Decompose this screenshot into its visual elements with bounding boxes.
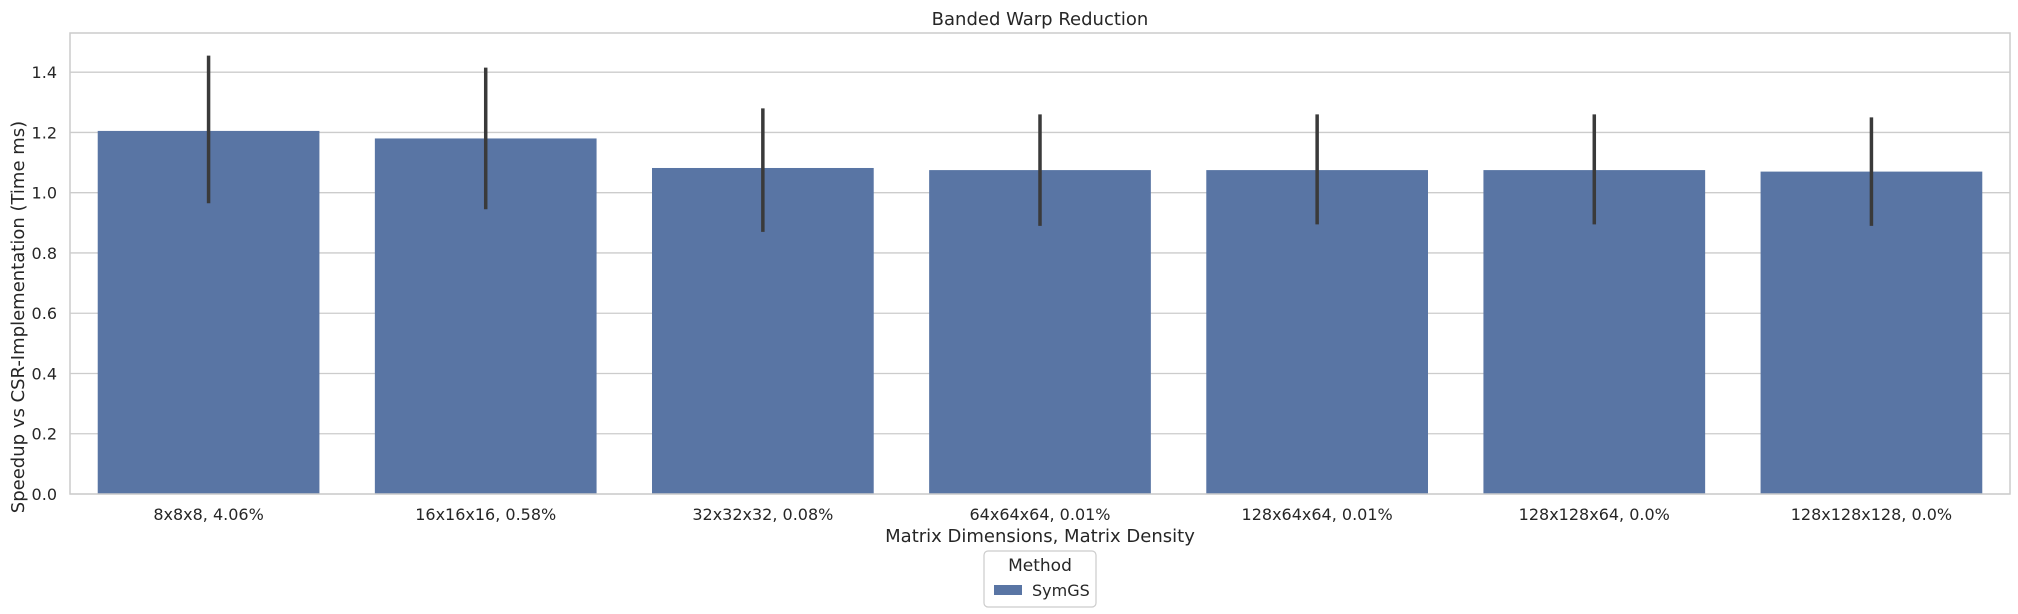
x-axis-title: Matrix Dimensions, Matrix Density [885, 526, 1195, 547]
y-tick-label: 0.8 [32, 244, 57, 263]
chart-title: Banded Warp Reduction [932, 9, 1149, 30]
error-bars [206, 55, 1874, 232]
x-tick-label: 16x16x16, 0.58% [415, 505, 556, 524]
x-tick-labels: 8x8x8, 4.06% 16x16x16, 0.58% 32x32x32, 0.0… [153, 505, 1952, 524]
y-tick-label: 0.6 [32, 304, 57, 323]
y-tick-label: 1.4 [32, 63, 57, 82]
y-tick-label: 0.2 [32, 425, 57, 444]
legend: Method SymGS [983, 550, 1097, 608]
y-axis-title: Speedup vs CSR-Implementation (Time ms) [8, 121, 29, 513]
y-tick-label: 1.0 [32, 184, 57, 203]
x-tick-label: 8x8x8, 4.06% [153, 505, 263, 524]
y-tick-label: 0.0 [32, 485, 57, 504]
x-tick-label: 128x128x128, 0.0% [1791, 505, 1952, 524]
x-tick-label: 32x32x32, 0.08% [692, 505, 833, 524]
plot-frame [69, 32, 2011, 495]
y-tick-labels: 0.0 0.2 0.4 0.6 0.8 1.0 1.2 1.4 [32, 63, 57, 504]
legend-label-symgs: SymGS [1032, 581, 1090, 600]
legend-swatch-symgs [994, 585, 1022, 595]
legend-title: Method [1008, 556, 1072, 576]
x-tick-label: 128x64x64, 0.01% [1242, 505, 1393, 524]
x-tick-label: 64x64x64, 0.01% [969, 505, 1110, 524]
bars [97, 130, 1983, 494]
x-tick-label: 128x128x64, 0.0% [1519, 505, 1670, 524]
y-tick-label: 1.2 [32, 123, 57, 142]
y-tick-label: 0.4 [32, 364, 57, 383]
